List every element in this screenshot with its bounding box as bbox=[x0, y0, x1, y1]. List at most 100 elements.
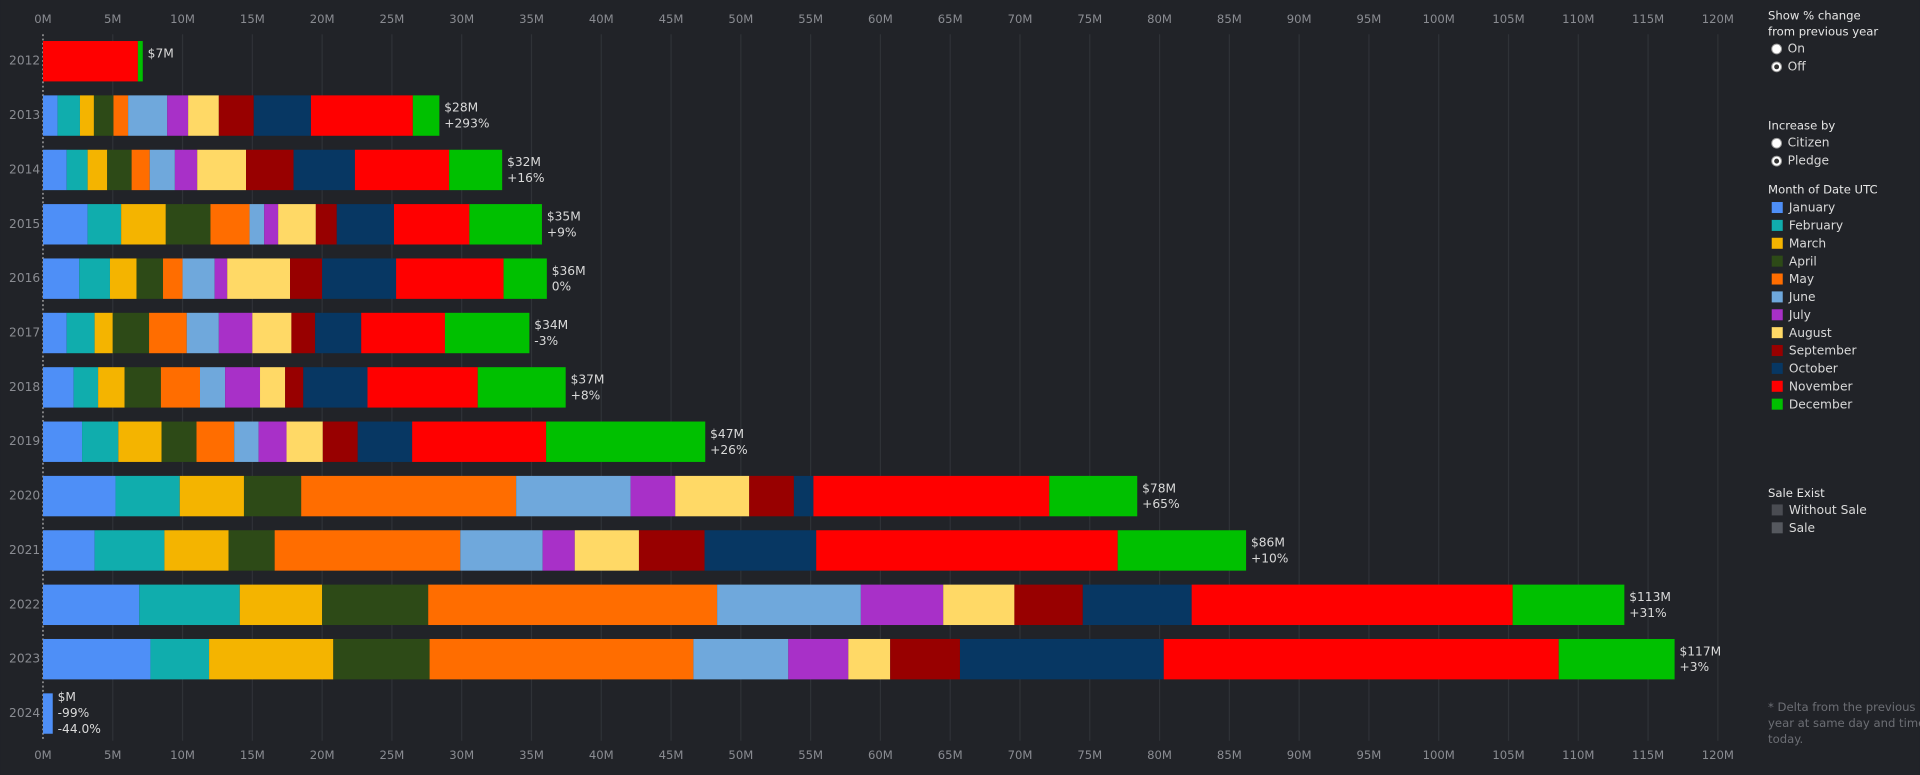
x-tick-label-top: 45M bbox=[659, 12, 684, 26]
x-tick-label-top: 15M bbox=[240, 12, 265, 26]
bar-segment bbox=[336, 204, 395, 245]
bar-segment bbox=[1512, 584, 1625, 626]
x-tick-label-top: 40M bbox=[589, 12, 614, 26]
bar-annotation: +3% bbox=[1679, 660, 1709, 674]
legend-swatch[interactable] bbox=[1771, 202, 1783, 214]
control-title: Show % change bbox=[1768, 8, 1861, 22]
x-tick-label-top: 70M bbox=[1008, 12, 1033, 26]
bar-segment bbox=[477, 367, 566, 408]
bar-segment bbox=[239, 584, 323, 626]
radio-label[interactable]: Citizen bbox=[1788, 136, 1830, 150]
legend-label[interactable]: August bbox=[1789, 326, 1832, 340]
legend-label[interactable]: April bbox=[1789, 254, 1817, 268]
x-tick-label-bottom: 80M bbox=[1147, 748, 1172, 762]
x-tick-label-top: 115M bbox=[1632, 12, 1664, 26]
bar-segment bbox=[79, 258, 110, 299]
sale-swatch[interactable] bbox=[1771, 504, 1783, 516]
bar-segment bbox=[139, 584, 240, 626]
x-tick-label-top: 35M bbox=[519, 12, 544, 26]
legend-label[interactable]: September bbox=[1789, 344, 1858, 358]
legend-label[interactable]: May bbox=[1789, 272, 1814, 286]
bar-segment bbox=[218, 95, 254, 136]
legend-swatch[interactable] bbox=[1771, 273, 1783, 285]
bar-segment bbox=[188, 95, 219, 136]
bar-segment bbox=[322, 584, 429, 626]
bar-segment bbox=[444, 312, 530, 354]
legend-label[interactable]: January bbox=[1788, 201, 1835, 215]
bar-segment bbox=[412, 95, 440, 136]
bar-segment bbox=[264, 204, 279, 245]
bar-segment bbox=[449, 149, 503, 191]
x-tick-label-top: 105M bbox=[1492, 12, 1524, 26]
legend-label[interactable]: March bbox=[1789, 236, 1826, 250]
bar-segment bbox=[291, 312, 316, 354]
bar-segment bbox=[301, 475, 517, 517]
bar-annotation: $28M bbox=[444, 101, 478, 115]
bar-segment bbox=[164, 530, 229, 571]
x-tick-label-bottom: 55M bbox=[798, 748, 823, 762]
bar-segment bbox=[42, 693, 53, 734]
bar-segment bbox=[574, 530, 639, 571]
x-tick-label-bottom: 30M bbox=[449, 748, 474, 762]
bar-annotation: +8% bbox=[571, 388, 601, 402]
legend-label[interactable]: December bbox=[1789, 397, 1853, 411]
radio-button[interactable] bbox=[1771, 43, 1783, 55]
x-tick-label-top: 95M bbox=[1357, 12, 1382, 26]
legend-swatch[interactable] bbox=[1771, 219, 1783, 231]
y-tick-label: 2014 bbox=[9, 162, 40, 176]
bar-annotation: -3% bbox=[534, 334, 558, 348]
legend-label[interactable]: July bbox=[1788, 308, 1811, 322]
bar-segment bbox=[704, 530, 817, 571]
x-tick-label-bottom: 20M bbox=[310, 748, 335, 762]
legend-label[interactable]: June bbox=[1788, 290, 1816, 304]
bar-segment bbox=[225, 367, 261, 408]
bar-segment bbox=[315, 204, 337, 245]
radio-label[interactable]: On bbox=[1788, 41, 1805, 55]
bar-segment bbox=[112, 312, 150, 354]
x-tick-label-top: 0M bbox=[34, 12, 51, 26]
bar-segment bbox=[167, 95, 189, 136]
bar-segment bbox=[93, 95, 114, 136]
bar-segment bbox=[848, 638, 891, 680]
legend-swatch[interactable] bbox=[1771, 345, 1783, 357]
bar-segment bbox=[136, 258, 164, 299]
legend-label[interactable]: February bbox=[1789, 219, 1843, 233]
legend-swatch[interactable] bbox=[1771, 362, 1783, 374]
bar-annotation: +10% bbox=[1251, 552, 1288, 566]
legend-swatch[interactable] bbox=[1771, 398, 1783, 410]
legend-swatch[interactable] bbox=[1771, 327, 1783, 339]
bar-segment bbox=[274, 530, 461, 571]
bar-segment bbox=[260, 367, 286, 408]
legend-swatch[interactable] bbox=[1771, 237, 1783, 249]
bar-segment bbox=[115, 475, 180, 517]
sale-label[interactable]: Sale bbox=[1789, 521, 1815, 535]
radio-label[interactable]: Off bbox=[1788, 59, 1807, 73]
bar-segment bbox=[118, 421, 162, 462]
x-tick-label-top: 55M bbox=[798, 12, 823, 26]
bar-segment bbox=[310, 95, 413, 136]
x-tick-label-top: 75M bbox=[1077, 12, 1102, 26]
bar-segment bbox=[460, 530, 543, 571]
legend-swatch[interactable] bbox=[1771, 255, 1783, 267]
bar-annotation: +16% bbox=[507, 171, 544, 185]
bar-segment bbox=[516, 475, 631, 517]
legend-label[interactable]: October bbox=[1789, 362, 1839, 376]
bar-segment bbox=[165, 204, 211, 245]
legend-label[interactable]: November bbox=[1789, 379, 1854, 393]
x-tick-label-bottom: 115M bbox=[1632, 748, 1664, 762]
y-tick-label: 2024 bbox=[9, 706, 40, 720]
x-tick-label-top: 110M bbox=[1562, 12, 1594, 26]
legend-swatch[interactable] bbox=[1771, 380, 1783, 392]
sale-label[interactable]: Without Sale bbox=[1789, 503, 1867, 517]
x-tick-label-bottom: 90M bbox=[1287, 748, 1312, 762]
x-tick-label-bottom: 15M bbox=[240, 748, 265, 762]
radio-button[interactable] bbox=[1771, 137, 1783, 149]
x-tick-label-bottom: 85M bbox=[1217, 748, 1242, 762]
sale-swatch[interactable] bbox=[1771, 522, 1783, 534]
legend-swatch[interactable] bbox=[1771, 309, 1783, 321]
legend-swatch[interactable] bbox=[1771, 291, 1783, 303]
bar-annotation: $M bbox=[58, 690, 76, 704]
radio-label[interactable]: Pledge bbox=[1788, 154, 1829, 168]
sale-legend-title: Sale Exist bbox=[1768, 486, 1825, 500]
